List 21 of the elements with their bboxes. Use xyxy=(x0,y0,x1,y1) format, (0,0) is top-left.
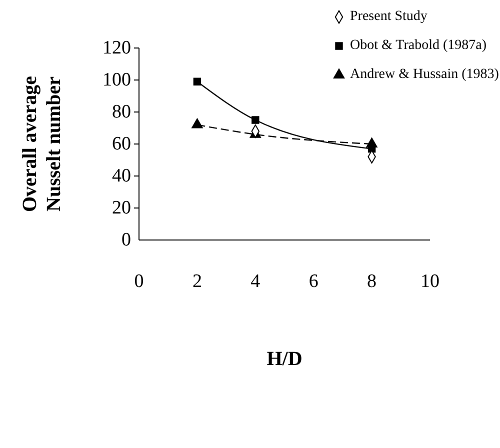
y-tick-label: 120 xyxy=(102,38,131,58)
x-tick-label: 2 xyxy=(192,270,202,292)
x-tick-label: 10 xyxy=(420,270,440,292)
x-tick-label: 4 xyxy=(250,270,261,292)
y-tick-label: 80 xyxy=(112,102,131,122)
y-tick-label: 20 xyxy=(112,198,131,218)
y-tick-label: 100 xyxy=(102,70,131,90)
y-tick-label: 0 xyxy=(122,230,131,250)
point xyxy=(192,118,203,128)
x-tick-label: 8 xyxy=(367,270,377,292)
x-tick-label: 0 xyxy=(134,270,144,292)
x-axis-title: H/D xyxy=(266,348,302,370)
legend-label: Andrew & Hussain (1983) xyxy=(350,66,499,84)
legend-label: Obot & Trabold (1987a) xyxy=(350,37,486,55)
point xyxy=(252,116,260,124)
legend-label: Present Study xyxy=(350,8,428,26)
y-tick-label: 60 xyxy=(112,134,131,154)
x-tick-label: 6 xyxy=(308,270,318,292)
point xyxy=(193,78,202,86)
y-axis-title: Overall average Nusselt number xyxy=(19,76,65,212)
y-tick-label: 40 xyxy=(112,166,131,186)
